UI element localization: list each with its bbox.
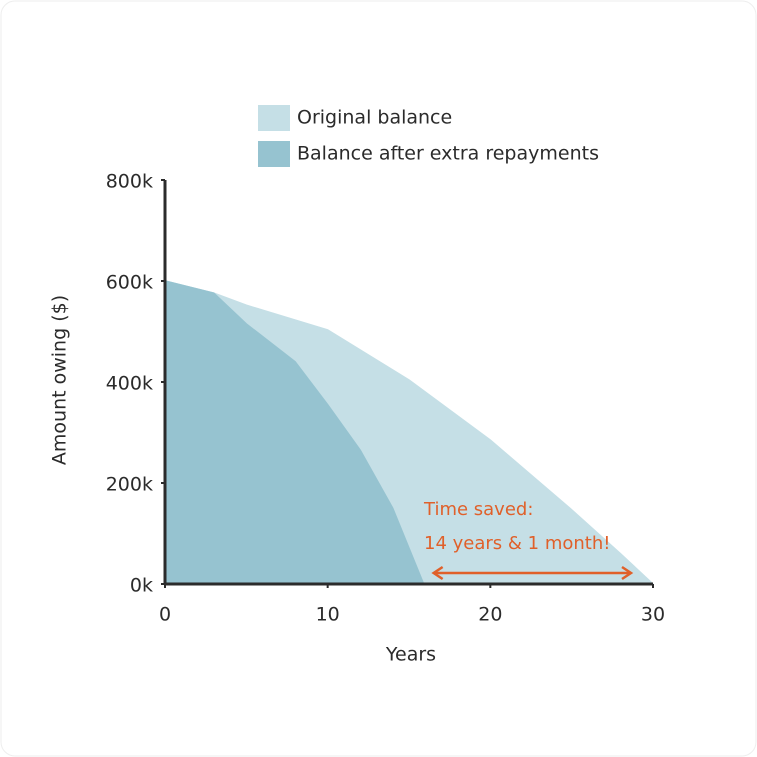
area-edge (164, 280, 425, 585)
y-tick-label: 0k (130, 575, 153, 597)
y-tick-label: 600k (106, 272, 153, 294)
x-axis-label: Years (385, 644, 436, 666)
legend-swatch (258, 105, 290, 131)
annotation-text: Time saved: (423, 499, 533, 520)
y-tick-label: 400k (106, 373, 153, 395)
area-edge (164, 280, 654, 585)
legend-label: Balance after extra repayments (297, 143, 599, 165)
annotation-text: 14 years & 1 month! (424, 533, 610, 554)
y-tick-label: 800k (106, 171, 153, 193)
x-tick-label: 30 (641, 604, 665, 626)
arrow-head (431, 565, 444, 581)
arrow-head (621, 565, 634, 581)
x-tick-label: 10 (316, 604, 340, 626)
area-fill (165, 281, 424, 584)
legend-label: Original balance (297, 107, 452, 129)
y-tick-label: 200k (106, 474, 153, 496)
legend-swatch (258, 141, 290, 167)
x-tick-label: 0 (159, 604, 171, 626)
y-axis-label: Amount owing ($) (49, 295, 71, 465)
x-tick-label: 20 (478, 604, 502, 626)
